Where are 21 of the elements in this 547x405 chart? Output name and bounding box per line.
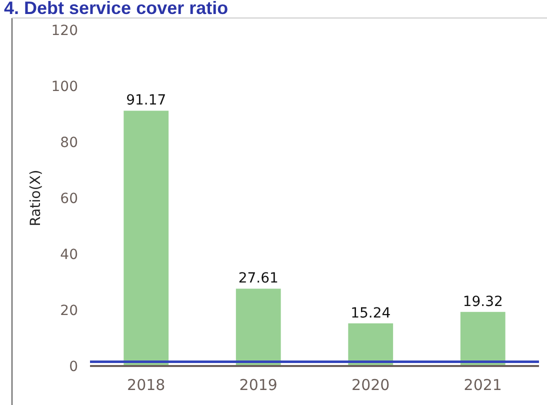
y-tick-label: 80 — [60, 135, 78, 151]
data-label: 91.17 — [126, 92, 166, 109]
data-label: 27.61 — [238, 270, 278, 287]
data-label: 19.32 — [462, 294, 503, 310]
bar — [460, 312, 506, 366]
y-axis-title: Ratio(X) — [28, 170, 44, 226]
x-tick-label: 2021 — [464, 376, 502, 394]
bar — [236, 288, 281, 366]
chart-title: 4. Debt service cover ratio — [4, 0, 228, 18]
data-label: 15.24 — [350, 305, 391, 322]
y-tick-label: 60 — [60, 191, 78, 207]
y-tick-label: 40 — [60, 247, 78, 263]
x-tick-label: 2020 — [352, 376, 390, 394]
y-tick-label: 100 — [51, 79, 78, 95]
y-tick-label: 0 — [69, 359, 78, 375]
bar — [124, 110, 169, 366]
y-tick-label: 20 — [60, 303, 78, 319]
x-tick-label: 2018 — [127, 376, 166, 394]
y-tick-label: 120 — [51, 23, 78, 39]
bar — [348, 323, 394, 366]
x-tick-label: 2019 — [239, 376, 278, 394]
